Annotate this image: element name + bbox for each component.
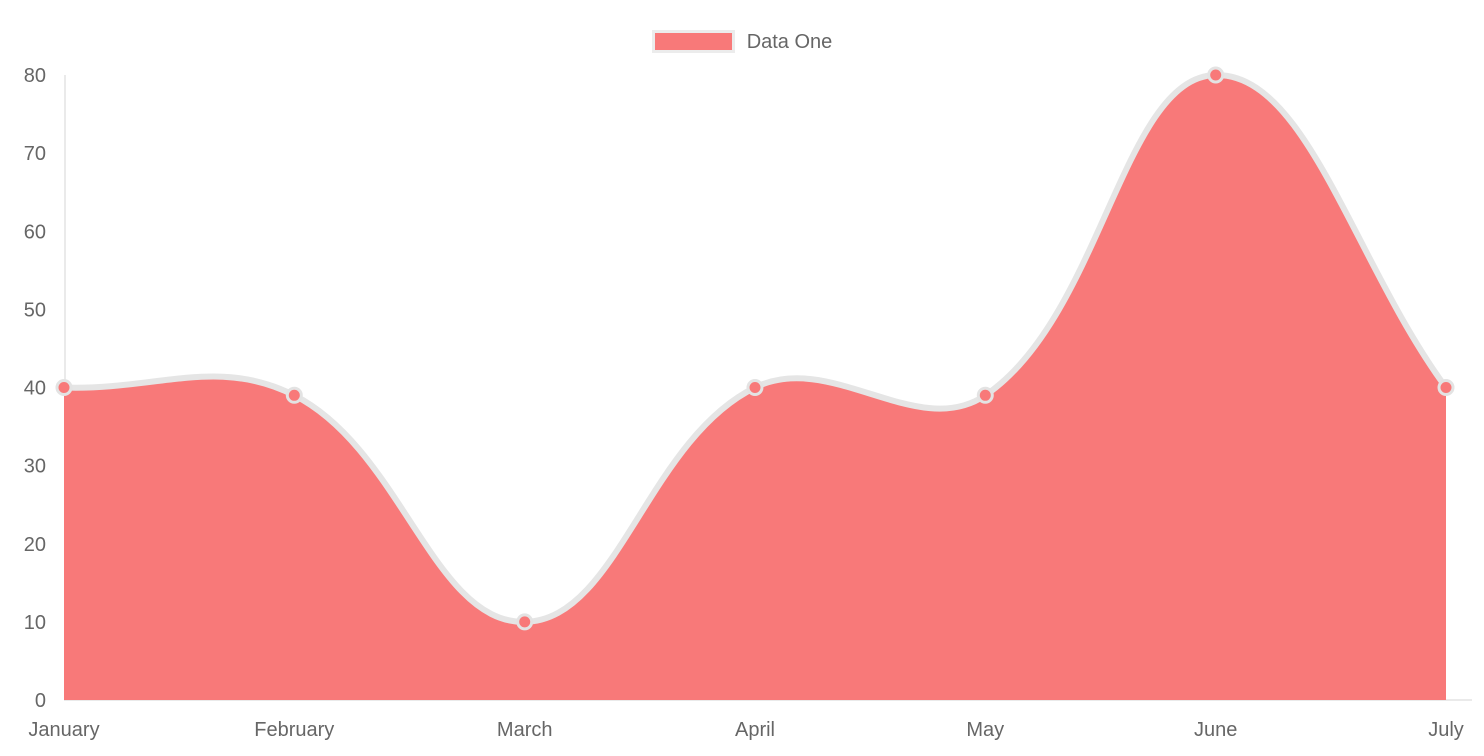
data-point[interactable] [1207, 66, 1225, 84]
x-tick-label: May [966, 719, 1004, 741]
legend-swatch [651, 30, 735, 53]
series-line [61, 71, 1449, 625]
x-tick-label: February [254, 719, 334, 741]
y-tick-label: 20 [24, 534, 46, 556]
legend-item-data-one[interactable]: Data One [651, 30, 833, 53]
data-point[interactable] [976, 386, 994, 404]
data-point[interactable] [746, 379, 764, 396]
y-tick-label: 70 [24, 143, 46, 165]
y-tick-label: 0 [35, 690, 46, 712]
data-point[interactable] [1437, 379, 1455, 396]
y-tick-label: 80 [24, 65, 46, 87]
x-tick-label: January [28, 719, 99, 741]
data-point[interactable] [516, 613, 534, 631]
x-tick-label: July [1428, 719, 1464, 741]
legend-label: Data One [746, 30, 833, 53]
y-tick-label: 40 [24, 378, 46, 400]
y-tick-label: 30 [24, 456, 46, 478]
data-point[interactable] [55, 379, 73, 396]
data-point[interactable] [285, 386, 303, 404]
y-tick-label: 50 [24, 299, 46, 321]
y-tick-label: 60 [24, 221, 46, 243]
y-tick-label: 10 [24, 612, 46, 634]
chart-legend: Data One [0, 30, 1484, 53]
x-tick-label: March [497, 719, 553, 741]
x-tick-label: June [1194, 719, 1237, 741]
x-tick-label: April [735, 719, 775, 741]
